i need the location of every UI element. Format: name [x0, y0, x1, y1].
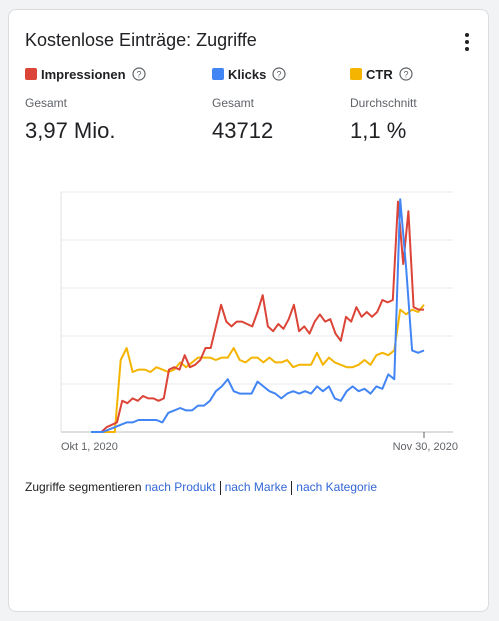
traffic-card: Kostenlose Einträge: Zugriffe Impression…: [8, 9, 489, 612]
x-start-label: Okt 1, 2020: [61, 441, 118, 453]
segment-link-brand[interactable]: nach Marke: [224, 480, 288, 494]
divider: [219, 480, 221, 495]
metric-klicks: Klicks ? Gesamt 43712: [212, 66, 286, 144]
metric-sub-label: Gesamt: [25, 96, 68, 110]
metric-value: 3,97 Mio.: [25, 118, 116, 143]
segment-label: Zugriffe segmentieren: [25, 480, 142, 494]
divider: [291, 480, 293, 495]
segment-link-category[interactable]: nach Kategorie: [296, 480, 378, 494]
card-title: Kostenlose Einträge: Zugriffe: [25, 30, 257, 50]
metric-sub-label: Gesamt: [212, 96, 255, 110]
series-line-impressionen[interactable]: [91, 200, 424, 433]
help-circle-icon[interactable]: ?: [131, 67, 146, 81]
series-line-klicks[interactable]: [91, 198, 425, 433]
segment-link-product[interactable]: nach Produkt: [144, 480, 216, 494]
more-vert-icon[interactable]: [455, 30, 479, 54]
help-circle-icon[interactable]: ?: [272, 67, 286, 81]
svg-text:?: ?: [136, 69, 141, 79]
metric-name: CTR: [366, 66, 393, 82]
traffic-line-chart: Okt 1, 2020 Nov 30, 2020: [60, 191, 458, 453]
impressionen-legend-swatch[interactable]: [25, 68, 37, 80]
metric-value: 43712: [212, 118, 274, 143]
metric-ctr: CTR ? Durchschnitt 1,1 %: [350, 66, 417, 144]
metric-name: Impressionen: [41, 66, 126, 82]
ctr-legend-swatch[interactable]: [350, 68, 362, 80]
metric-value: 1,1 %: [350, 118, 407, 143]
x-end-label: Nov 30, 2020: [393, 441, 458, 453]
svg-text:?: ?: [403, 69, 408, 79]
metric-impressionen: Impressionen ? Gesamt 3,97 Mio.: [25, 66, 146, 144]
segment-bar: Zugriffe segmentieren nach Produkt nach M…: [25, 480, 377, 495]
klicks-legend-swatch[interactable]: [212, 68, 224, 80]
series-line-ctr[interactable]: [91, 304, 425, 433]
metric-sub-label: Durchschnitt: [350, 96, 417, 110]
svg-text:?: ?: [277, 69, 282, 79]
help-circle-icon[interactable]: ?: [399, 67, 413, 81]
metric-name: Klicks: [228, 66, 267, 82]
